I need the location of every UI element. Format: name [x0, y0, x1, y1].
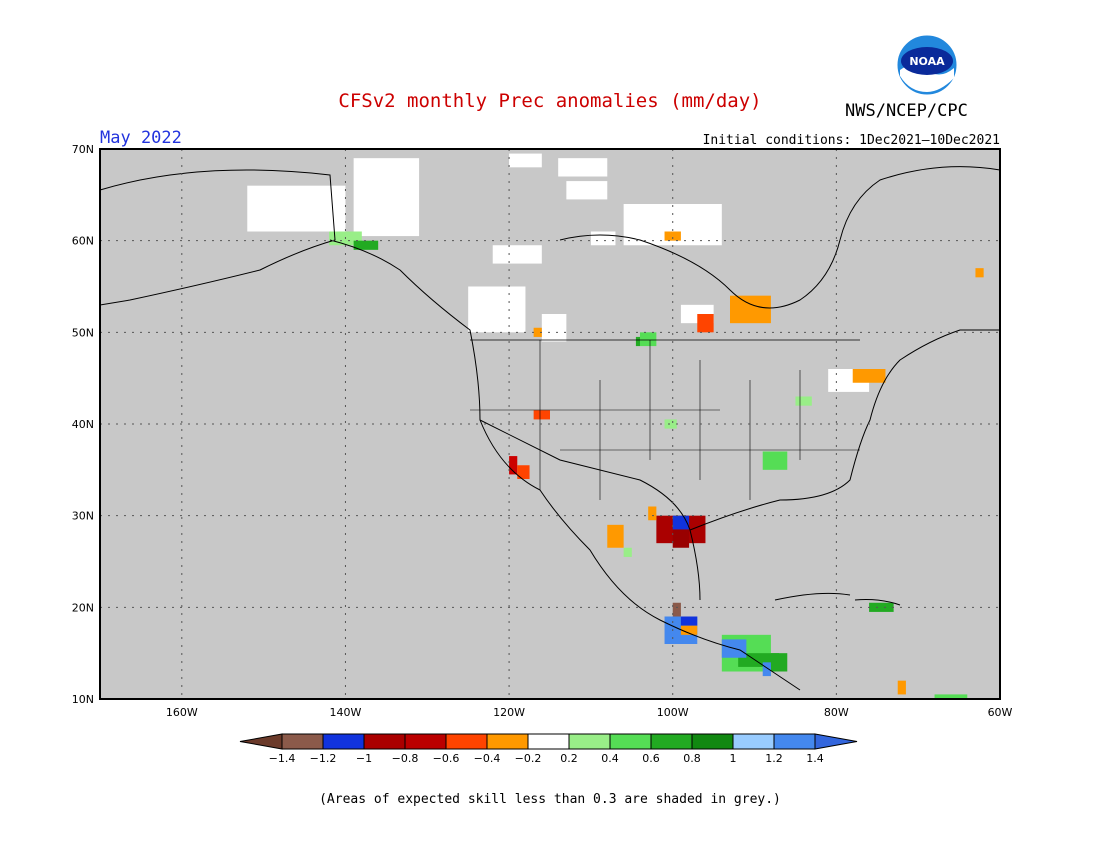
anomaly-patch [509, 153, 542, 168]
lat-label: 50N [72, 326, 94, 339]
colorbar-label: −1.2 [310, 752, 337, 765]
anomaly-patch [762, 662, 771, 677]
anomaly-patch [640, 332, 657, 347]
anomaly-patch [975, 268, 984, 278]
anomaly-patch [623, 547, 632, 557]
anomaly-patch [795, 396, 812, 406]
map-frame [99, 148, 1001, 700]
lat-label: 30N [72, 510, 94, 523]
anomaly-patch [664, 419, 677, 429]
anomaly-patch [664, 231, 681, 241]
colorbar-label: −0.4 [474, 752, 501, 765]
anomaly-patch [635, 336, 640, 347]
colorbar-label: 0.4 [601, 752, 619, 765]
colorbar-swatch [609, 733, 652, 750]
anomaly-patch [509, 456, 518, 475]
anomaly-patch [517, 465, 530, 479]
colorbar-label: −1.4 [269, 752, 296, 765]
colorbar-swatch [691, 733, 734, 750]
anomaly-patch [680, 616, 698, 626]
colorbar-swatch [568, 733, 611, 750]
anomaly-patch [566, 181, 608, 200]
anomaly-patch [697, 314, 714, 333]
colorbar-label: −0.8 [392, 752, 419, 765]
lon-label: 140W [330, 706, 362, 719]
lon-label: 80W [824, 706, 849, 719]
colorbar-swatch [363, 733, 406, 750]
anomaly-patch [247, 185, 346, 232]
lon-label: 120W [493, 706, 525, 719]
anomaly-patch [353, 240, 379, 250]
axis-labels: 70N 60N 50N 40N 30N 20N 10N 160W 140W 120W 100W 80W… [72, 143, 1013, 719]
anomaly-patch [672, 602, 681, 617]
colorbar-swatch [445, 733, 488, 750]
colorbar-label: −1 [356, 752, 372, 765]
noaa-logo: NOAA [896, 34, 958, 96]
colorbar-swatch [527, 733, 570, 750]
anomaly-patch [468, 286, 526, 333]
colorbar-label: 1.4 [806, 752, 824, 765]
colorbar-label: −0.6 [433, 752, 460, 765]
colorbar-swatch [281, 733, 324, 750]
colorbar-label: 1 [730, 752, 737, 765]
lon-label: 160W [166, 706, 198, 719]
colorbar-left-arrow [239, 733, 283, 750]
lon-label: 100W [657, 706, 689, 719]
anomaly-patch [648, 506, 657, 521]
map-title: CFSv2 monthly Prec anomalies (mm/day) [338, 90, 762, 112]
anomaly-patch [607, 524, 624, 548]
colorbar-swatch [322, 733, 365, 750]
anomaly-patch [533, 327, 542, 337]
noaa-logo-text: NOAA [909, 55, 945, 68]
anomaly-patch [934, 694, 968, 699]
colorbar: −1.4 −1.2 −1 −0.8 −0.6 −0.4 −0.2 0.2 0.4 0.6 0.8 1 1… [239, 733, 858, 765]
colorbar-label: −0.2 [515, 752, 542, 765]
anomaly-patch [533, 410, 550, 420]
colorbar-swatch [486, 733, 529, 750]
initial-conditions-label: Initial conditions: 1Dec2021—10Dec2021 [702, 133, 1000, 148]
lat-label: 40N [72, 418, 94, 431]
anomaly-patch [730, 295, 771, 324]
colorbar-swatch [650, 733, 693, 750]
anomaly-patch [590, 231, 616, 246]
colorbar-swatch [732, 733, 775, 750]
anomaly-patch [558, 158, 608, 177]
lon-label: 60W [988, 706, 1013, 719]
lat-label: 60N [72, 235, 94, 248]
anomaly-patch [897, 680, 906, 695]
lat-label: 10N [72, 693, 94, 706]
colorbar-swatch [404, 733, 447, 750]
anomaly-patch [541, 314, 567, 342]
anomaly-patch [852, 369, 886, 383]
grid-layer [100, 149, 1000, 699]
lat-label: 20N [72, 601, 94, 614]
anomaly-patch [869, 602, 894, 612]
anomaly-patch [492, 245, 542, 264]
valid-month-label: May 2022 [100, 128, 182, 148]
colorbar-label: 0.2 [560, 752, 578, 765]
anomaly-patch [680, 625, 698, 635]
skill-footnote: (Areas of expected skill less than 0.3 a… [319, 792, 781, 807]
org-label: NWS/NCEP/CPC [845, 101, 968, 121]
anomaly-patch [353, 158, 420, 237]
colorbar-label: 0.6 [642, 752, 660, 765]
lat-label: 70N [72, 143, 94, 156]
colorbar-right-arrow [814, 733, 858, 750]
colorbar-label: 0.8 [683, 752, 701, 765]
colorbar-label: 1.2 [765, 752, 783, 765]
anomaly-patch [672, 529, 690, 548]
coastline-layer [99, 166, 1001, 691]
anomaly-patch [770, 653, 788, 672]
anomaly-patch [762, 451, 788, 470]
colorbar-swatch [773, 733, 816, 750]
